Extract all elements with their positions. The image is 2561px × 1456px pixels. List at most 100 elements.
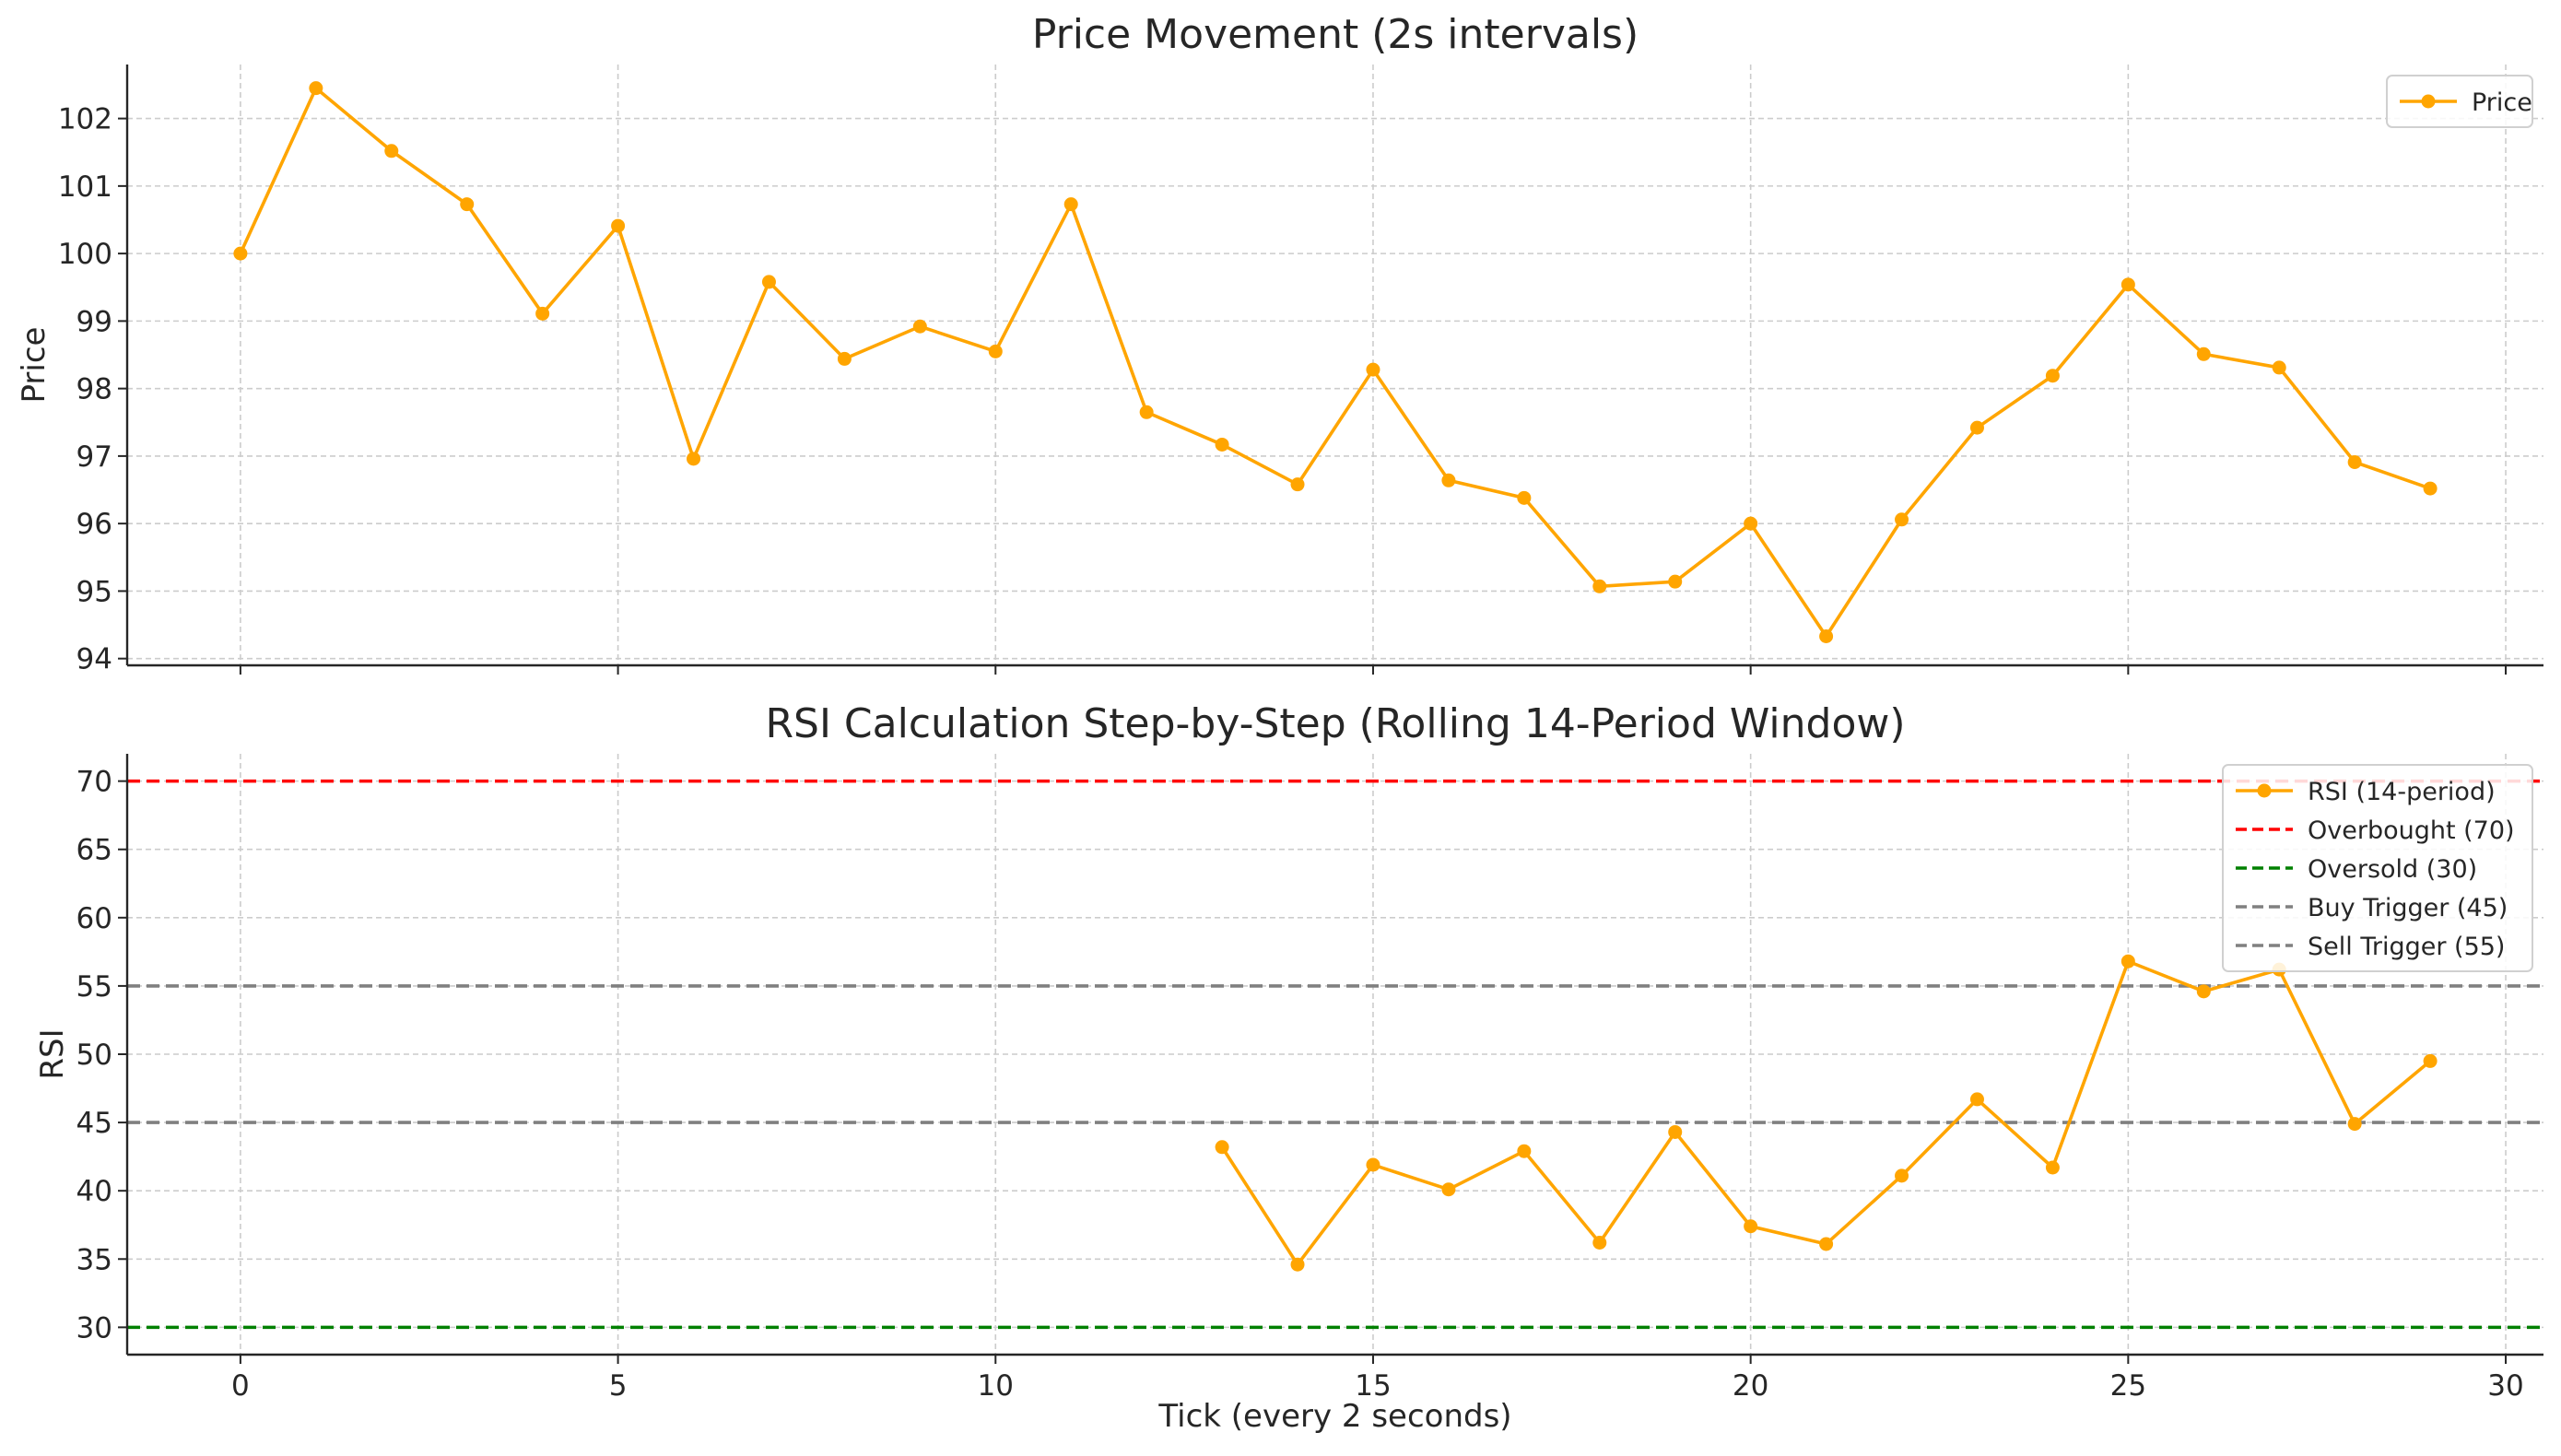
price-chart-title: Price Movement (2s intervals) [1032,11,1639,58]
rsi-y-tick-label: 35 [76,1243,112,1276]
rsi-x-tick-label: 30 [2487,1369,2523,1403]
price-data-point [460,197,475,212]
rsi-legend-label: Buy Trigger (45) [2308,894,2508,922]
price-series [233,81,2438,643]
rsi-reference-lines [127,779,2543,1330]
price-y-tick-label: 94 [76,643,112,676]
rsi-data-point [1895,1168,1909,1183]
price-legend-swatch-marker [2421,94,2436,109]
price-y-tick-label: 97 [76,440,112,474]
rsi-x-tick-label: 20 [1733,1369,1768,1403]
rsi-data-point [1969,1092,1984,1107]
rsi-x-axis-label: Tick (every 2 seconds) [1157,1398,1511,1435]
price-data-point [912,319,927,334]
price-series-line [239,86,2431,639]
price-data-point [1063,197,1078,212]
price-y-tick-label: 101 [58,170,112,204]
price-data-point [761,275,776,289]
price-data-point [1668,574,1683,589]
price-data-point [687,452,701,466]
rsi-y-tick-label: 70 [76,766,112,799]
rsi-legend-label: Sell Trigger (55) [2308,933,2505,961]
price-data-point [1290,477,1305,492]
price-y-tick-label: 99 [76,305,112,338]
price-chart: 94 95 96 97 98 99 100 101 102 Price Movement (2s… [16,11,2543,676]
rsi-data-point [1215,1140,1229,1155]
price-data-point [1744,516,1758,531]
price-data-point [2120,277,2135,292]
price-legend: Price [2386,75,2533,128]
rsi-chart-title: RSI Calculation Step-by-Step (Rolling 14… [765,700,1905,747]
price-y-tick-label: 95 [76,575,112,608]
rsi-data-point [2045,1160,2060,1175]
rsi-data-point [1290,1257,1305,1272]
rsi-y-tick-label: 30 [76,1311,112,1344]
rsi-chart: 30 35 40 45 50 55 60 65 70 0 5 10 15 20 25 30 RSI Calcu… [34,700,2543,1435]
price-data-point [837,351,852,366]
price-axes: 94 95 96 97 98 99 100 101 102 [58,65,2543,676]
rsi-y-tick-label: 60 [76,902,112,935]
rsi-legend-swatch-marker [2257,783,2272,798]
price-data-point [1895,512,1909,527]
rsi-data-point [1668,1124,1683,1139]
rsi-grid [127,754,2543,1355]
rsi-data-point [1441,1182,1456,1197]
rsi-data-point [1517,1144,1532,1158]
price-y-axis-label: Price [16,327,53,404]
rsi-x-tick-label: 5 [609,1369,628,1403]
rsi-data-point [1744,1219,1758,1234]
price-data-point [2272,360,2286,375]
price-data-point [1819,628,1834,643]
rsi-data-point [1592,1235,1607,1250]
rsi-y-tick-label: 40 [76,1175,112,1208]
rsi-legend-label: Overbought (70) [2308,816,2515,845]
rsi-data-point [1819,1237,1834,1251]
rsi-x-tick-label: 15 [1355,1369,1391,1403]
price-legend-frame [2386,75,2533,128]
price-data-point [1139,405,1154,419]
price-data-point [1969,420,1984,435]
rsi-y-tick-label: 45 [76,1107,112,1140]
price-data-point [1215,437,1229,452]
price-legend-label: Price [2472,88,2532,117]
rsi-legend-label: RSI (14-period) [2308,778,2496,806]
rsi-y-tick-label: 65 [76,834,112,867]
price-y-tick-label: 96 [76,508,112,541]
rsi-data-point [2423,1053,2438,1068]
rsi-legend-label: Oversold (30) [2308,855,2477,884]
price-data-point [535,306,550,321]
rsi-series [1215,954,2438,1272]
rsi-data-point [2120,954,2135,969]
price-data-point [1441,473,1456,487]
rsi-legend-frame [2222,764,2533,972]
price-y-tick-label: 98 [76,373,112,406]
rsi-legend: RSI (14-period) Overbought (70) Oversold (… [2222,764,2533,972]
price-y-tick-label: 102 [58,103,112,136]
rsi-x-tick-label: 25 [2110,1369,2146,1403]
rsi-y-tick-label: 50 [76,1039,112,1072]
price-data-point [2045,369,2060,383]
rsi-x-tick-label: 10 [978,1369,1014,1403]
rsi-data-point [2196,984,2211,999]
rsi-series-line [1220,959,2432,1266]
price-data-point [309,81,323,96]
price-data-point [2423,481,2438,496]
rsi-x-tick-label: 0 [231,1369,250,1403]
price-data-point [233,246,248,261]
price-data-point [988,344,1003,358]
price-data-point [1366,362,1380,377]
price-data-point [1592,579,1607,593]
rsi-data-point [1366,1157,1380,1172]
rsi-axes: 30 35 40 45 50 55 60 65 70 0 5 10 15 20 25 30 [76,754,2543,1403]
price-data-point [1517,490,1532,505]
rsi-data-point [2347,1117,2362,1132]
price-data-point [611,218,626,233]
price-data-point [2196,346,2211,361]
price-y-tick-label: 100 [58,238,112,271]
price-data-point [384,144,399,159]
rsi-y-axis-label: RSI [34,1028,71,1079]
price-data-point [2347,454,2362,469]
rsi-y-tick-label: 55 [76,970,112,1004]
price-grid [127,65,2543,665]
